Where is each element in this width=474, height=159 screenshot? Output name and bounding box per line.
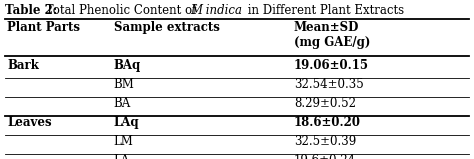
Text: 18.6±0.20: 18.6±0.20 <box>294 116 361 129</box>
Text: in Different Plant Extracts: in Different Plant Extracts <box>244 4 404 17</box>
Text: 19.06±0.15: 19.06±0.15 <box>294 59 369 72</box>
Text: Table 2:: Table 2: <box>5 4 57 17</box>
Text: BM: BM <box>114 78 135 91</box>
Text: 8.29±0.52: 8.29±0.52 <box>294 97 356 110</box>
Text: LAq: LAq <box>114 116 139 129</box>
Text: 19.6±0.24: 19.6±0.24 <box>294 154 356 159</box>
Text: Total Phenolic Content of: Total Phenolic Content of <box>42 4 200 17</box>
Text: Plant Parts: Plant Parts <box>7 21 80 35</box>
Text: M indica: M indica <box>191 4 243 17</box>
Text: Sample extracts: Sample extracts <box>114 21 219 35</box>
Text: 32.5±0.39: 32.5±0.39 <box>294 135 356 148</box>
Text: BAq: BAq <box>114 59 141 72</box>
Text: LA: LA <box>114 154 130 159</box>
Text: BA: BA <box>114 97 131 110</box>
Text: 32.54±0.35: 32.54±0.35 <box>294 78 364 91</box>
Text: Leaves: Leaves <box>7 116 52 129</box>
Text: Mean±SD
(mg GAE/g): Mean±SD (mg GAE/g) <box>294 21 370 49</box>
Text: Bark: Bark <box>7 59 39 72</box>
Text: LM: LM <box>114 135 134 148</box>
